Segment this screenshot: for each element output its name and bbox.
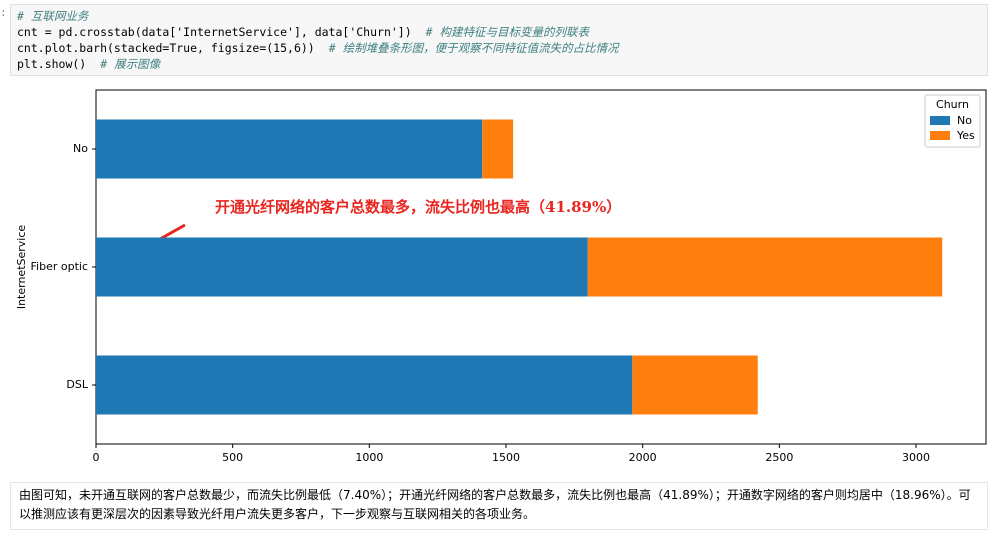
bar-segment xyxy=(632,355,758,415)
x-tick-label: 1000 xyxy=(355,451,383,464)
y-tick-label: Fiber optic xyxy=(31,260,88,273)
code: plt.show() xyxy=(17,57,87,71)
legend-swatch xyxy=(930,116,950,125)
comment: # 互联网业务 xyxy=(17,9,89,23)
comment: # 绘制堆叠条形图，便于观察不同特征值流失的占比情况 xyxy=(328,41,619,55)
code-cell[interactable]: # 互联网业务 cnt = pd.crosstab(data['InternetS… xyxy=(10,4,988,76)
code-line: cnt = pd.crosstab(data['InternetService'… xyxy=(17,24,981,40)
y-tick-label: DSL xyxy=(66,378,88,391)
code-line: plt.show() # 展示图像 xyxy=(17,56,981,72)
legend-title: Churn xyxy=(936,98,969,111)
chart: 0 500 1000 1500 2000 2500 3000 DSL Fiber optic No… xyxy=(15,89,987,464)
legend-label: Yes xyxy=(956,129,975,142)
x-tick-label: 0 xyxy=(93,451,100,464)
code: cnt.plot.barh(stacked=True, figsize=(15,… xyxy=(17,41,315,55)
code-line: # 互联网业务 xyxy=(17,8,981,24)
bar-segment xyxy=(96,237,588,297)
code: cnt = pd.crosstab(data['InternetService'… xyxy=(17,25,412,39)
markdown-cell: 由图可知，未开通互联网的客户总数最少，而流失比例最低（7.40%）；开通光纤网络… xyxy=(10,482,988,530)
bar-segment xyxy=(587,237,943,297)
x-tick-label: 2000 xyxy=(629,451,657,464)
x-tick-label: 500 xyxy=(222,451,243,464)
bar-segment xyxy=(482,119,514,179)
y-axis-label: InternetService xyxy=(15,225,28,310)
code-line: cnt.plot.barh(stacked=True, figsize=(15,… xyxy=(17,40,981,56)
annotation: 开通光纤网络的客户总数最多，流失比例也最高（41.89%） xyxy=(215,198,621,216)
y-tick-label: No xyxy=(73,142,88,155)
comment: # 构建特征与目标变量的列联表 xyxy=(425,25,590,39)
bar-segment xyxy=(96,119,483,179)
x-tick-label: 2500 xyxy=(765,451,793,464)
bar-segment xyxy=(96,355,633,415)
legend-swatch xyxy=(930,131,950,140)
prompt: : xyxy=(0,6,7,19)
comment: # 展示图像 xyxy=(100,57,161,71)
x-tick-label: 3000 xyxy=(902,451,930,464)
legend-label: No xyxy=(957,114,972,127)
x-tick-label: 1500 xyxy=(492,451,520,464)
